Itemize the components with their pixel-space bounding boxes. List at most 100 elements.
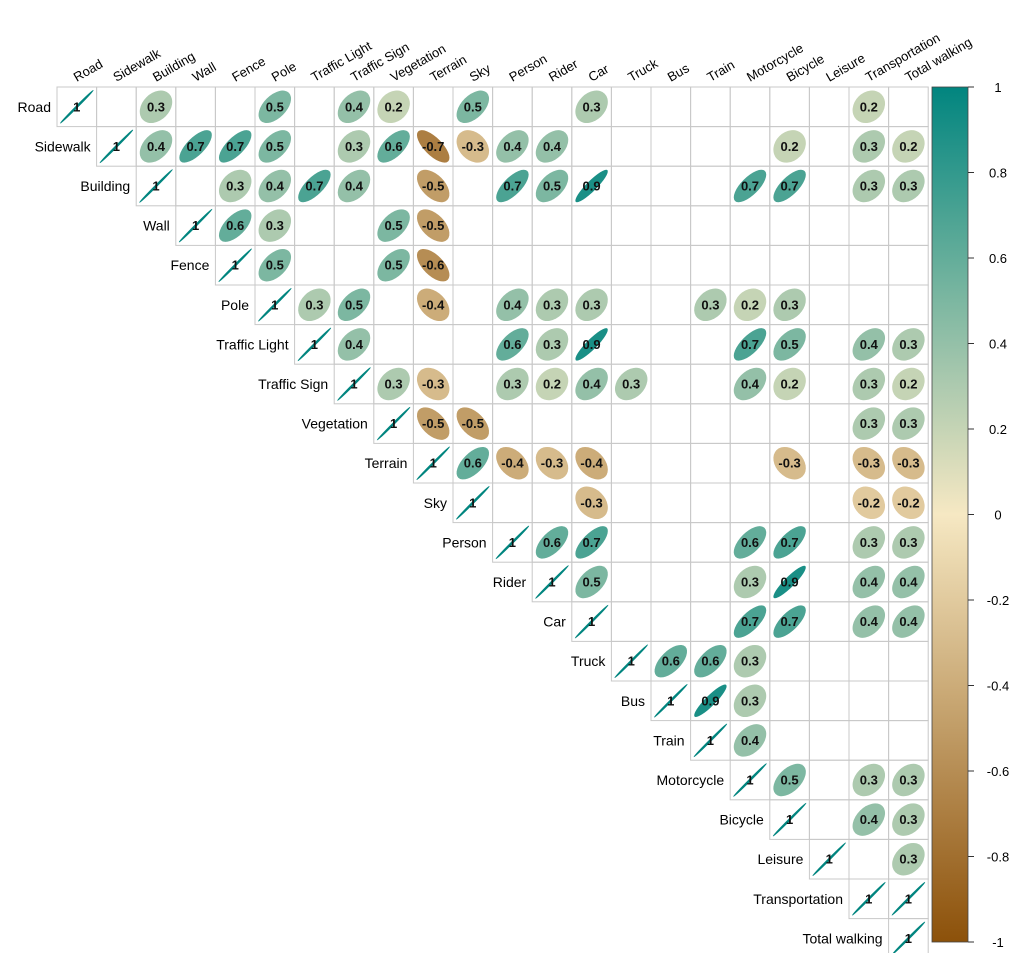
grid-cell — [294, 244, 335, 286]
corr-ellipse — [496, 169, 529, 203]
corr-cell-traffic-light-total-walking: 0.3 — [892, 328, 925, 361]
corr-cell-road-vegetation: 0.2 — [377, 90, 410, 124]
corr-ellipse — [852, 605, 886, 638]
corr-value-label: 0.5 — [385, 218, 403, 233]
corr-value-label: 0.5 — [583, 575, 601, 590]
corr-value-label: 1 — [786, 812, 793, 827]
grid-cell — [214, 86, 256, 128]
row-label-total-walking: Total walking — [802, 930, 882, 946]
corr-value-label: 0.3 — [622, 377, 640, 392]
corr-ellipse — [575, 526, 608, 559]
corr-ellipse — [258, 209, 292, 242]
corr-cell-building-car: 0.9 — [575, 169, 608, 203]
corr-cell-pole-bicycle: 0.3 — [773, 288, 806, 322]
corr-value-label: 0.3 — [147, 99, 165, 114]
colorbar-tick-label: 0.4 — [989, 337, 1007, 352]
corr-cell-building-building: 1 — [139, 169, 173, 203]
corr-ellipse — [852, 90, 886, 124]
corr-value-label: -0.2 — [897, 495, 919, 510]
corr-ellipse — [416, 446, 451, 481]
corr-ellipse — [733, 684, 767, 718]
corr-cell-rider-car: 0.5 — [575, 565, 608, 599]
grid-cell — [294, 205, 335, 246]
corr-ellipse — [773, 565, 806, 599]
corr-cell-leisure-leisure: 1 — [812, 842, 847, 877]
corr-value-label: 0.3 — [543, 297, 561, 312]
corr-value-label: 0.6 — [662, 654, 680, 669]
corr-value-label: 0.3 — [899, 416, 917, 431]
col-label-truck: Truck — [625, 55, 661, 84]
corr-cell-wall-wall: 1 — [178, 208, 213, 243]
grid-cell — [412, 86, 454, 128]
corr-cell-pole-car: 0.3 — [575, 288, 608, 322]
grid-cell — [808, 482, 850, 524]
corr-value-label: 0.3 — [305, 297, 323, 312]
corr-value-label: 0.3 — [860, 535, 878, 550]
corr-ellipse — [99, 129, 134, 164]
corr-ellipse — [772, 802, 807, 837]
corr-ellipse — [496, 288, 529, 322]
corr-ellipse — [377, 130, 410, 163]
row-label-vegetation: Vegetation — [302, 416, 368, 432]
corr-value-label: 0.3 — [543, 337, 561, 352]
corr-value-label: 1 — [152, 179, 159, 194]
colorbar-tick-label: -0.4 — [987, 679, 1009, 694]
corr-ellipse — [535, 565, 569, 599]
corr-value-label: 0.4 — [899, 575, 918, 590]
corr-cell-road-car: 0.3 — [575, 90, 608, 124]
corr-value-label: 0.4 — [345, 179, 364, 194]
corr-value-label: 0.2 — [781, 377, 799, 392]
corr-cell-road-road: 1 — [59, 89, 94, 124]
corr-value-label: -0.3 — [580, 495, 602, 510]
grid-cell — [808, 720, 850, 761]
corr-cell-sidewalk-pole: 0.5 — [258, 130, 292, 163]
corr-cell-bicycle-bicycle: 1 — [772, 802, 807, 837]
corr-ellipse — [535, 367, 569, 401]
grid-cell — [650, 363, 692, 405]
corr-value-label: -0.5 — [422, 416, 444, 431]
corr-value-label: 0.3 — [583, 99, 601, 114]
corr-cell-wall-terrain: -0.5 — [416, 209, 450, 242]
grid-cell — [888, 918, 929, 953]
grid-cell — [808, 403, 850, 444]
corr-cell-building-terrain: -0.5 — [416, 169, 450, 203]
corr-ellipse — [733, 644, 767, 678]
grid-cell — [610, 205, 652, 246]
corr-cell-rider-rider: 1 — [535, 565, 569, 599]
corr-value-label: 1 — [390, 416, 397, 431]
grid-cell — [888, 640, 929, 682]
corr-cell-sidewalk-terrain: -0.7 — [416, 130, 450, 163]
corr-cell-car-bicycle: 0.7 — [773, 605, 806, 638]
corr-cell-building-traffic-light: 0.7 — [298, 169, 331, 203]
grid-cell — [808, 799, 850, 840]
corr-cell-sidewalk-sidewalk: 1 — [99, 129, 134, 164]
grid-cell — [650, 403, 692, 444]
grid-cell — [571, 126, 612, 167]
col-label-train: Train — [704, 57, 737, 85]
grid-cell — [492, 244, 533, 286]
corr-ellipse — [654, 644, 688, 678]
row-label-leisure: Leisure — [757, 851, 803, 867]
corr-cell-vegetation-vegetation: 1 — [376, 406, 411, 441]
grid-cell — [492, 482, 533, 524]
corr-ellipse — [575, 565, 608, 599]
corr-ellipse — [852, 446, 886, 480]
grid-cell — [610, 442, 652, 484]
grid-cell — [650, 86, 692, 128]
corr-ellipse — [575, 486, 608, 520]
corr-value-label: 0.6 — [543, 535, 561, 550]
corr-value-label: 0.3 — [899, 535, 917, 550]
corr-value-label: -0.6 — [422, 258, 444, 273]
grid-cell — [610, 244, 652, 286]
corr-value-label: -0.3 — [858, 456, 880, 471]
corr-value-label: -0.4 — [422, 297, 445, 312]
corr-value-label: 0.7 — [226, 139, 244, 154]
corr-ellipse — [773, 367, 806, 401]
corr-cell-sky-total-walking: -0.2 — [892, 486, 925, 520]
grid-cell — [610, 86, 652, 128]
grid-cell — [848, 205, 890, 246]
corr-value-label: 0.4 — [345, 337, 364, 352]
corr-ellipse — [416, 248, 450, 282]
corr-cell-road-pole: 0.5 — [258, 90, 292, 124]
corr-value-label: -0.3 — [462, 139, 484, 154]
